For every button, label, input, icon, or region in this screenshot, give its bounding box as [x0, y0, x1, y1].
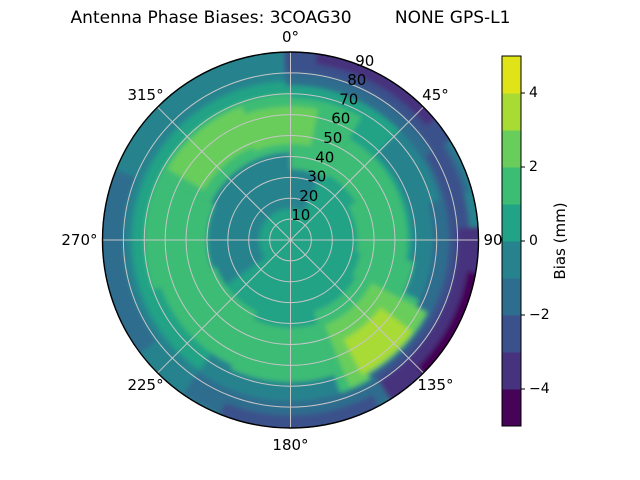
- colorbar-segment: [502, 315, 521, 353]
- colorbar-axis-label: Bias (mm): [551, 202, 569, 279]
- radial-tick-label: 20: [299, 187, 318, 205]
- colorbar-segment: [502, 56, 521, 94]
- contour-band-b1: [379, 226, 479, 409]
- colorbar-tick-label: 2: [529, 159, 538, 175]
- plot-title: Antenna Phase Biases: 3COAG30 NONE GPS-L…: [70, 8, 511, 28]
- radial-tick-label: 60: [331, 110, 350, 128]
- radial-tick-label: 10: [291, 206, 310, 224]
- theta-tick-label: 45°: [422, 86, 449, 104]
- theta-tick-label: 135°: [417, 376, 453, 394]
- contour-band-b6: [352, 252, 414, 303]
- theta-tick-label: 180°: [272, 436, 308, 454]
- colorbar-tick-label: −2: [529, 307, 550, 323]
- theta-tick-label: 90: [484, 231, 503, 249]
- contour-band-b2: [374, 144, 471, 393]
- radial-tick-label: 30: [307, 168, 326, 186]
- colorbar-segment: [502, 389, 521, 427]
- contour-band-b7: [167, 106, 257, 190]
- colorbar-tick-label: −4: [529, 381, 550, 397]
- contour-band-b4: [202, 152, 328, 291]
- contour-band-b1: [315, 51, 443, 126]
- radial-tick-label: 80: [347, 71, 366, 89]
- theta-tick-label: 0°: [282, 28, 299, 46]
- contour-band-b8: [343, 307, 413, 375]
- theta-tick-label: 225°: [127, 376, 163, 394]
- contour-band-b6: [348, 181, 408, 261]
- colorbar: 4 2 0 −2 −4 Bias (mm): [501, 55, 569, 427]
- colorbar-segment: [502, 93, 521, 131]
- contour-band-b3: [284, 54, 471, 200]
- radial-tick-label: 90: [355, 52, 374, 70]
- contour-band-b2: [283, 51, 459, 152]
- colorbar-segment: [502, 167, 521, 205]
- colorbar-segment: [502, 241, 521, 279]
- contour-band-b6: [144, 178, 215, 291]
- radial-tick-label: 50: [323, 129, 342, 147]
- colorbar-segment: [502, 278, 521, 316]
- polar-outline: [101, 51, 480, 429]
- colorbar-tick-label: 0: [529, 233, 538, 249]
- theta-tick-label: 270°: [61, 231, 97, 249]
- radial-tick-label: 40: [315, 148, 334, 166]
- colorbar-segment: [502, 204, 521, 242]
- radial-tick-label: 70: [339, 90, 358, 108]
- theta-tick-label: 315°: [127, 86, 163, 104]
- contour-band-b6: [160, 267, 257, 365]
- colorbar-segment: [502, 130, 521, 168]
- colorbar-tick-label: 4: [529, 85, 538, 101]
- grid-spoke: [157, 106, 424, 374]
- colorbar-segment: [502, 352, 521, 390]
- polar-grid: [102, 52, 479, 428]
- contour-band-b6: [230, 319, 335, 383]
